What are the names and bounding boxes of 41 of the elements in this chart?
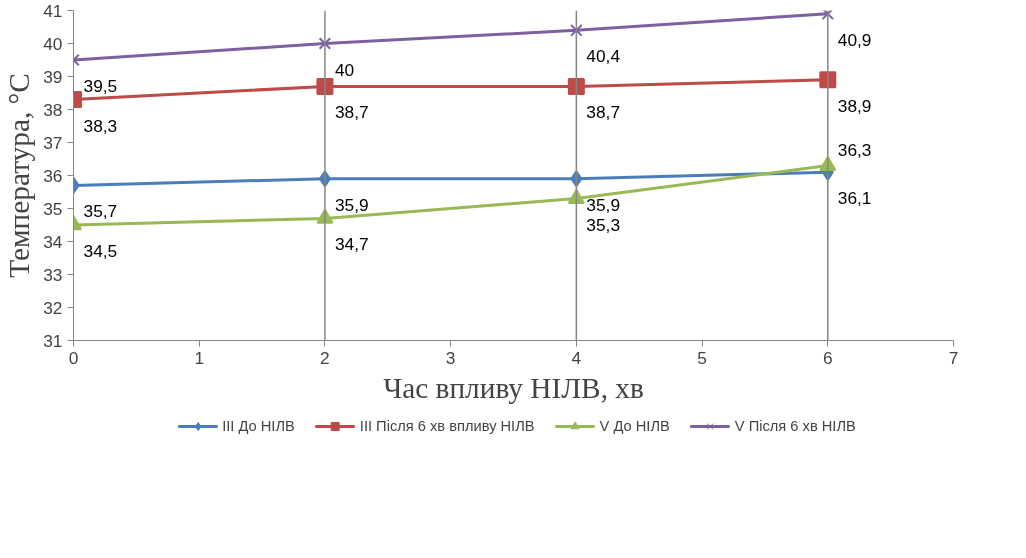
y-tick-label: 39 bbox=[43, 66, 63, 87]
y-tick-label: 32 bbox=[43, 297, 63, 318]
y-tick-label: 35 bbox=[43, 198, 63, 219]
data-label: 39,5 bbox=[83, 76, 118, 96]
y-tick-label: 41 bbox=[43, 0, 63, 21]
data-label: 35,9 bbox=[334, 194, 369, 215]
data-label: 35,9 bbox=[586, 194, 621, 215]
y-tick-label: 33 bbox=[43, 264, 63, 285]
data-label: 36,3 bbox=[837, 139, 872, 160]
data-label: 40,4 bbox=[586, 46, 621, 67]
legend-label: III До НІЛВ bbox=[222, 418, 295, 434]
data-label: 34,7 bbox=[334, 234, 369, 255]
y-tick-label: 37 bbox=[43, 132, 63, 153]
x-tick-label: 4 bbox=[571, 347, 582, 368]
data-label: 35,3 bbox=[586, 214, 621, 235]
data-label: 38,7 bbox=[334, 102, 369, 123]
y-axis-title: Температура, °C bbox=[3, 73, 36, 278]
y-tick-label: 38 bbox=[43, 99, 63, 120]
data-label: 35,7 bbox=[83, 201, 118, 222]
y-tick-label: 31 bbox=[43, 330, 63, 351]
y-tick-label: 36 bbox=[43, 165, 63, 186]
data-label: 38,3 bbox=[83, 115, 118, 136]
data-label: 40,9 bbox=[837, 29, 872, 50]
legend-label: III Після 6 хв впливу НІЛВ bbox=[359, 418, 535, 434]
x-tick-label: 7 bbox=[948, 347, 959, 368]
data-label: 38,9 bbox=[837, 95, 872, 116]
x-tick-label: 1 bbox=[194, 347, 205, 368]
data-label: 34,5 bbox=[83, 241, 118, 261]
y-tick-label: 40 bbox=[43, 33, 63, 54]
data-label: 36,1 bbox=[837, 188, 872, 209]
data-label: 38,7 bbox=[586, 102, 621, 123]
y-tick-label: 34 bbox=[43, 231, 63, 252]
x-tick-label: 3 bbox=[445, 347, 456, 368]
x-tick-label: 5 bbox=[697, 347, 707, 368]
legend-label: V До НІЛВ bbox=[599, 418, 670, 434]
x-tick-label: 6 bbox=[822, 347, 833, 368]
data-label: 40 bbox=[334, 59, 355, 80]
x-axis-title: Час впливу НІЛВ, хв bbox=[383, 371, 644, 404]
x-tick-label: 2 bbox=[320, 347, 330, 368]
x-tick-label: 0 bbox=[68, 347, 79, 368]
legend-label: V Після 6 хв НІЛВ bbox=[734, 418, 856, 434]
